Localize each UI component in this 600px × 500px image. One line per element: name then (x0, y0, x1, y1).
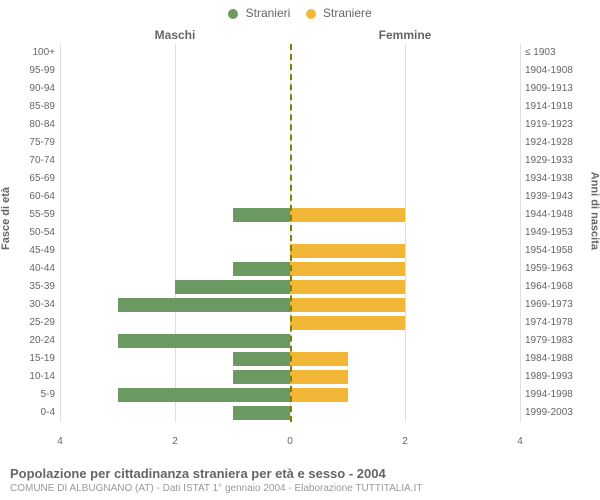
birth-year-label: 1974-1978 (525, 314, 590, 332)
legend-swatch-female (306, 9, 316, 19)
legend-swatch-male (228, 9, 238, 19)
birth-year-label: 1999-2003 (525, 404, 590, 422)
birth-year-label: 1964-1968 (525, 278, 590, 296)
population-pyramid-chart: Stranieri Straniere Maschi Femmine Fasce… (0, 0, 600, 500)
age-label: 85-89 (5, 98, 55, 116)
birth-year-label: ≤ 1903 (525, 44, 590, 62)
birth-year-label: 1929-1933 (525, 152, 590, 170)
age-label: 80-84 (5, 116, 55, 134)
age-label: 0-4 (5, 404, 55, 422)
age-label: 30-34 (5, 296, 55, 314)
bar-female (290, 316, 405, 330)
age-label: 5-9 (5, 386, 55, 404)
birth-year-label: 1989-1993 (525, 368, 590, 386)
age-label: 10-14 (5, 368, 55, 386)
bar-male (233, 262, 291, 276)
bar-female (290, 280, 405, 294)
birth-year-label: 1924-1928 (525, 134, 590, 152)
bar-female (290, 244, 405, 258)
plot-area: 100+≤ 190395-991904-190890-941909-191385… (60, 44, 520, 422)
age-label: 100+ (5, 44, 55, 62)
bar-male (175, 280, 290, 294)
zero-line (290, 44, 292, 422)
age-label: 70-74 (5, 152, 55, 170)
birth-year-label: 1904-1908 (525, 62, 590, 80)
legend-item-male: Stranieri (228, 6, 290, 20)
age-label: 90-94 (5, 80, 55, 98)
chart-subtitle: COMUNE DI ALBUGNANO (AT) - Dati ISTAT 1°… (10, 483, 590, 494)
legend-item-female: Straniere (306, 6, 372, 20)
legend-label-female: Straniere (323, 6, 372, 20)
x-tick-label: 2 (402, 436, 408, 447)
birth-year-label: 1959-1963 (525, 260, 590, 278)
bar-male (118, 334, 291, 348)
x-tick-label: 2 (172, 436, 178, 447)
bar-female (290, 208, 405, 222)
age-label: 50-54 (5, 224, 55, 242)
legend-label-male: Stranieri (246, 6, 291, 20)
x-tick-label: 4 (517, 436, 523, 447)
age-label: 75-79 (5, 134, 55, 152)
bar-female (290, 262, 405, 276)
age-label: 55-59 (5, 206, 55, 224)
age-label: 65-69 (5, 170, 55, 188)
x-axis: 4 2 0 2 4 (60, 436, 520, 450)
footer: Popolazione per cittadinanza straniera p… (10, 466, 590, 494)
birth-year-label: 1984-1988 (525, 350, 590, 368)
age-label: 45-49 (5, 242, 55, 260)
bar-male (233, 208, 291, 222)
bar-male (233, 370, 291, 384)
birth-year-label: 1944-1948 (525, 206, 590, 224)
birth-year-label: 1919-1923 (525, 116, 590, 134)
bar-female (290, 388, 348, 402)
age-label: 15-19 (5, 350, 55, 368)
bar-male (118, 388, 291, 402)
birth-year-label: 1909-1913 (525, 80, 590, 98)
header-males: Maschi (60, 28, 290, 42)
x-tick-label: 0 (287, 436, 293, 447)
age-label: 25-29 (5, 314, 55, 332)
birth-year-label: 1994-1998 (525, 386, 590, 404)
grid-line (520, 44, 521, 422)
age-label: 95-99 (5, 62, 55, 80)
age-label: 40-44 (5, 260, 55, 278)
birth-year-label: 1969-1973 (525, 296, 590, 314)
birth-year-label: 1979-1983 (525, 332, 590, 350)
legend: Stranieri Straniere (0, 6, 600, 20)
x-tick-label: 4 (57, 436, 63, 447)
age-label: 60-64 (5, 188, 55, 206)
birth-year-label: 1949-1953 (525, 224, 590, 242)
chart-title: Popolazione per cittadinanza straniera p… (10, 466, 590, 481)
birth-year-label: 1914-1918 (525, 98, 590, 116)
age-label: 20-24 (5, 332, 55, 350)
header-females: Femmine (290, 28, 520, 42)
birth-year-label: 1939-1943 (525, 188, 590, 206)
bar-female (290, 352, 348, 366)
birth-year-label: 1954-1958 (525, 242, 590, 260)
age-label: 35-39 (5, 278, 55, 296)
bar-male (233, 352, 291, 366)
bar-female (290, 298, 405, 312)
birth-year-label: 1934-1938 (525, 170, 590, 188)
bar-male (233, 406, 291, 420)
bar-female (290, 370, 348, 384)
bar-male (118, 298, 291, 312)
